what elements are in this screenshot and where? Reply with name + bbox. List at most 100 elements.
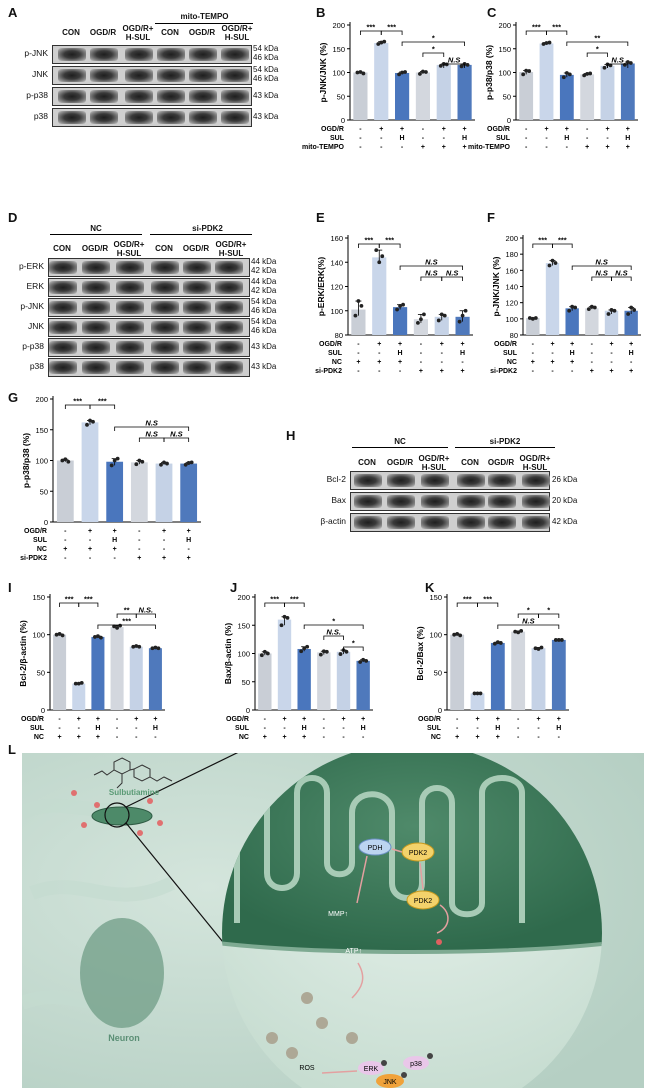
- condition-value: -: [116, 734, 119, 740]
- western-blot-a: mito-TEMPO CON OGD/R OGD/R+ H-SUL CON OG…: [0, 0, 300, 140]
- data-point: [547, 40, 552, 45]
- bar: [580, 74, 595, 120]
- condition-value: -: [135, 725, 138, 732]
- data-point: [460, 313, 465, 318]
- significance-label: ***: [532, 23, 541, 32]
- y-axis-label: p-JNK/JNK (%): [318, 42, 328, 102]
- condition-value: -: [342, 734, 345, 740]
- condition-value: +: [496, 716, 500, 723]
- significance-bracket: [477, 602, 499, 607]
- condition-value: -: [362, 734, 365, 740]
- significance-label: ***: [463, 595, 472, 604]
- condition-value: -: [517, 725, 520, 732]
- condition-value: -: [401, 144, 404, 151]
- data-point: [73, 681, 78, 686]
- y-tick-label: 150: [332, 45, 345, 54]
- condition-value: +: [629, 341, 633, 348]
- condition-label: mito-TEMPO: [468, 144, 511, 151]
- data-point: [629, 305, 634, 310]
- condition-value: +: [442, 144, 446, 151]
- bar: [436, 64, 451, 120]
- significance-label: N.S.: [326, 628, 341, 637]
- y-tick-label: 0: [507, 116, 511, 125]
- condition-value: -: [537, 734, 540, 740]
- blot-band: [488, 516, 516, 529]
- condition-label: SUL: [328, 350, 343, 357]
- condition-value: H: [556, 725, 561, 732]
- data-point: [140, 459, 145, 464]
- condition-value: +: [96, 734, 100, 740]
- significance-bracket: [89, 404, 116, 409]
- lane-label: OGD/R: [386, 458, 414, 467]
- ros-label: ROS: [299, 1065, 315, 1072]
- bar: [526, 318, 540, 335]
- condition-value: +: [626, 126, 630, 133]
- data-point: [115, 625, 119, 630]
- condition-value: H: [570, 350, 575, 357]
- jnk-label: JNK: [383, 1079, 397, 1086]
- data-point: [536, 647, 541, 651]
- bar: [519, 72, 534, 120]
- lane-label: OGD/R+ H-SUL: [215, 240, 247, 258]
- sulbutiamine-label: Sulbutiamine: [109, 788, 160, 797]
- bar: [130, 462, 148, 522]
- condition-value: -: [591, 350, 594, 357]
- data-point: [608, 63, 613, 68]
- bar: [372, 257, 387, 335]
- condition-label: NC: [37, 546, 47, 553]
- condition-value: -: [551, 368, 554, 375]
- y-axis-label: Bcl-2/β-actin (%): [18, 620, 28, 687]
- data-point: [109, 463, 114, 468]
- condition-value: +: [113, 546, 117, 553]
- data-point: [424, 70, 428, 74]
- data-point: [582, 73, 587, 78]
- condition-value: +: [461, 368, 465, 375]
- blot-band: [157, 48, 185, 61]
- significance-bracket: [135, 613, 156, 618]
- pdk2-label-top: PDK2: [409, 850, 427, 857]
- condition-value: +: [605, 126, 609, 133]
- y-tick-label: 200: [35, 395, 48, 404]
- y-tick-label: 200: [332, 21, 345, 30]
- bar: [457, 64, 472, 120]
- condition-value: +: [282, 734, 286, 740]
- blot-band: [189, 111, 217, 124]
- significance-bracket: [380, 30, 403, 35]
- condition-value: -: [456, 716, 459, 723]
- data-point: [344, 649, 349, 654]
- blot-group-line: [50, 234, 142, 235]
- data-point: [364, 658, 369, 663]
- significance-label: ***: [122, 617, 131, 626]
- significance-label: N.S: [446, 269, 459, 278]
- significance-label: N.S: [615, 269, 628, 278]
- blot-band: [49, 321, 77, 334]
- significance-label: N.S: [145, 430, 158, 439]
- blot-kda-label: 42 kDa: [552, 516, 578, 526]
- pdk2-label-bottom: PDK2: [414, 898, 432, 905]
- panel-label-l: L: [8, 742, 16, 757]
- small-mitochondrion: [91, 806, 153, 826]
- blot-group-label: NC: [90, 224, 102, 233]
- condition-value: +: [570, 341, 574, 348]
- data-point: [553, 638, 558, 642]
- blot-band: [49, 301, 77, 314]
- condition-value: -: [58, 725, 61, 732]
- condition-value: -: [420, 350, 423, 357]
- condition-value: +: [379, 126, 383, 133]
- data-point: [541, 42, 546, 46]
- significance-label: ***: [552, 23, 561, 32]
- significance-label: ***: [538, 236, 547, 245]
- bar: [511, 631, 526, 710]
- condition-value: +: [361, 716, 365, 723]
- condition-label: mito-TEMPO: [302, 144, 345, 151]
- significance-label: *: [432, 45, 435, 54]
- bar: [395, 72, 410, 120]
- neuron-label: Neuron: [108, 1033, 140, 1043]
- blot-band: [354, 474, 382, 487]
- condition-value: -: [264, 716, 267, 723]
- bar: [353, 72, 368, 120]
- y-tick-label: 50: [503, 92, 511, 101]
- condition-value: H: [460, 350, 465, 357]
- y-tick-label: 200: [505, 234, 518, 243]
